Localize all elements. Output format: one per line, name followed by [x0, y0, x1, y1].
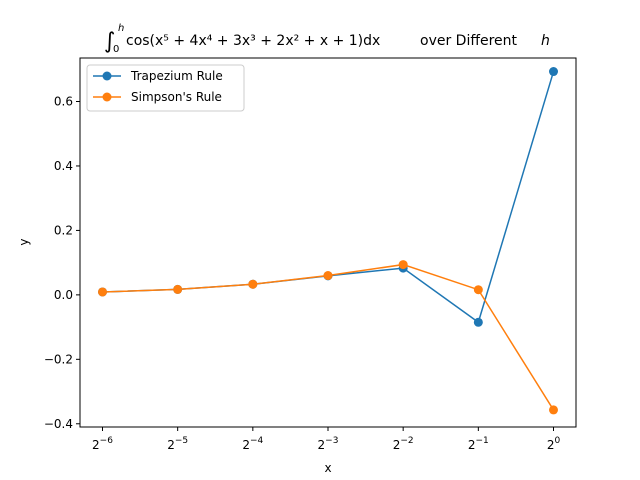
legend-box: [86, 64, 245, 112]
x-tick-label: 2−1: [468, 436, 489, 452]
y-tick-label: 0.2: [54, 223, 73, 237]
x-tick-label: 2−3: [318, 436, 339, 452]
legend-label-simpson-s-rule: Simpson's Rule: [131, 90, 222, 104]
x-axis: 2−6 2−5 2−4 2−3 2−2 2−1 20: [92, 427, 560, 452]
title-integral-sign: ∫: [104, 29, 115, 54]
y-axis-label: y: [17, 238, 31, 245]
y-tick-label: 0.6: [54, 95, 73, 109]
y-tick-label: −0.2: [44, 352, 73, 366]
title-integral-upper: h: [118, 23, 124, 34]
title-suffix: over Different: [420, 33, 518, 49]
legend-swatch-marker-trapezium-rule: [102, 71, 112, 81]
series-line-simpson-s-rule: [102, 263, 555, 411]
title-body: cos(x⁵ + 4x⁴ + 3x³ + 2x² + x + 1)dx: [126, 33, 380, 49]
data-point-trapezium-rule: [549, 67, 558, 77]
data-point-simpson-s-rule: [173, 284, 183, 294]
series-layer: [98, 67, 558, 415]
x-tick-label: 2−4: [242, 436, 263, 452]
data-point-simpson-s-rule: [398, 260, 408, 270]
y-tick-label: −0.4: [44, 417, 73, 431]
legend: Trapezium Rule Simpson's Rule: [86, 64, 245, 112]
data-point-simpson-s-rule: [549, 405, 558, 415]
y-axis: −0.4 −0.2 0.0 0.2 0.4 0.6: [44, 95, 80, 431]
data-point-simpson-s-rule: [248, 279, 258, 289]
chart-title: ∫ h 0 cos(x⁵ + 4x⁴ + 3x³ + 2x² + x + 1)d…: [104, 23, 550, 55]
title-variable: h: [541, 33, 550, 49]
legend-label-trapezium-rule: Trapezium Rule: [130, 69, 223, 83]
y-tick-label: 0.4: [54, 159, 73, 173]
data-point-simpson-s-rule: [323, 271, 333, 281]
x-axis-label: x: [324, 461, 331, 475]
x-tick-label: 2−5: [167, 436, 188, 452]
legend-swatch-marker-simpson-s-rule: [102, 92, 112, 102]
data-point-trapezium-rule: [473, 317, 483, 327]
data-point-simpson-s-rule: [98, 287, 107, 297]
title-integral-lower: 0: [113, 44, 119, 55]
x-tick-label: 2−6: [92, 436, 113, 452]
x-tick-label: 20: [547, 436, 561, 452]
y-tick-label: 0.0: [54, 288, 73, 302]
x-tick-label: 2−2: [393, 436, 414, 452]
data-point-simpson-s-rule: [473, 285, 483, 295]
